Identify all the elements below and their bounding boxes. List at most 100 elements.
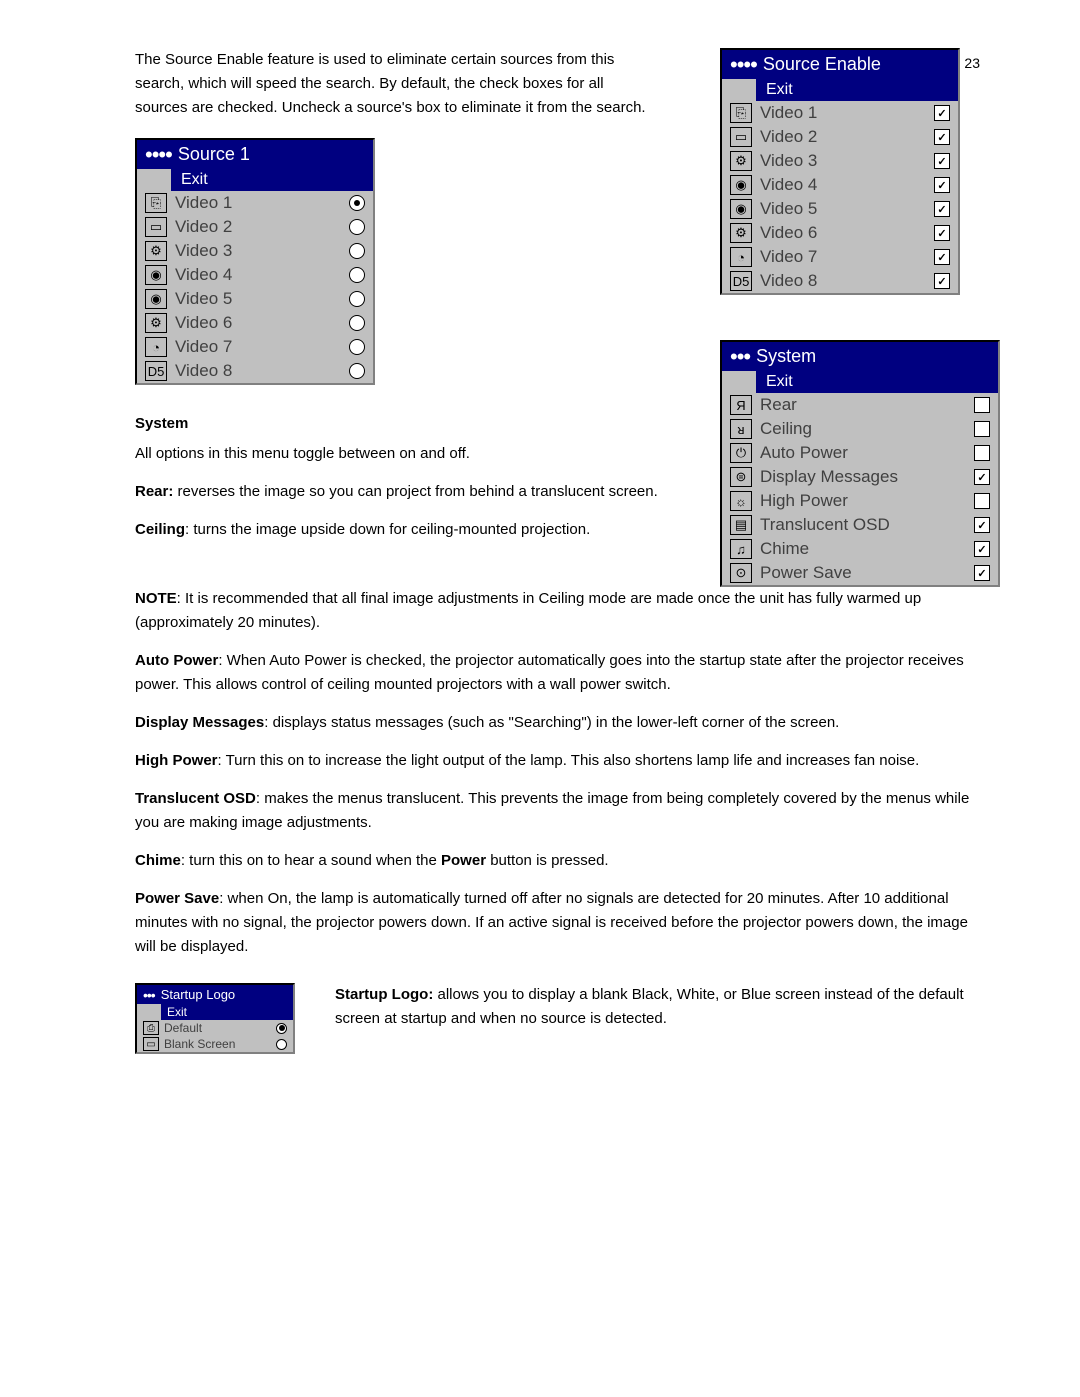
checkbox-control[interactable] (934, 225, 950, 241)
checkbox-control[interactable] (934, 249, 950, 265)
startup-logo-menu: ••• Startup Logo Exit ⎙Default▭Blank Scr… (135, 983, 295, 1054)
menu-item[interactable]: ⎙Default (137, 1020, 293, 1036)
dots-icon: •••• (145, 150, 172, 160)
item-label: Video 7 (760, 247, 926, 267)
radio-control[interactable] (349, 363, 365, 379)
item-icon: ᴚ (730, 419, 752, 439)
chime-paragraph: Chime: turn this on to hear a sound when… (135, 849, 980, 873)
item-label: Video 8 (175, 361, 341, 381)
checkbox-control[interactable] (974, 541, 990, 557)
menu-item[interactable]: ⊜ Display Messages (722, 465, 998, 489)
source1-exit[interactable]: Exit (171, 169, 373, 191)
checkbox-control[interactable] (934, 105, 950, 121)
menu-item[interactable]: ⊙Power Save (722, 561, 998, 585)
radio-control[interactable] (349, 243, 365, 259)
rear-label: Rear: (135, 483, 173, 500)
highpower-paragraph: High Power: Turn this on to increase the… (135, 749, 980, 773)
menu-item[interactable]: ⎘ Video 1 (137, 191, 373, 215)
autopower-paragraph: Auto Power: When Auto Power is checked, … (135, 649, 980, 697)
item-icon: ⊜ (730, 467, 752, 487)
checkbox-control[interactable] (934, 273, 950, 289)
radio-control[interactable] (349, 219, 365, 235)
item-label: Video 5 (175, 289, 341, 309)
system-heading: System (135, 415, 660, 432)
checkbox-control[interactable] (974, 421, 990, 437)
checkbox-control[interactable] (974, 445, 990, 461)
menu-item[interactable]: ⏻Auto Power (722, 441, 998, 465)
radio-control[interactable] (349, 267, 365, 283)
startup-logo-title: ••• Startup Logo (137, 985, 293, 1004)
menu-item[interactable]: ☼High Power (722, 489, 998, 513)
item-icon: D5 (145, 361, 167, 381)
item-icon: ⊙ (730, 563, 752, 583)
item-label: Video 8 (760, 271, 926, 291)
item-icon: ◉ (730, 175, 752, 195)
radio-control[interactable] (276, 1023, 287, 1034)
menu-item[interactable]: ⚙Video 3 (137, 239, 373, 263)
menu-item[interactable]: ⚙Video 6 (137, 311, 373, 335)
menu-item[interactable]: ◔Video 7 (137, 335, 373, 359)
menu-item[interactable]: ◔Video 7 (722, 245, 958, 269)
checkbox-control[interactable] (934, 177, 950, 193)
item-label: Video 1 (175, 193, 341, 213)
checkbox-control[interactable] (934, 129, 950, 145)
item-icon: ▤ (730, 515, 752, 535)
item-icon: Я (730, 395, 752, 415)
menu-item[interactable]: ▭Video 2 (722, 125, 958, 149)
item-label: Video 4 (760, 175, 926, 195)
checkbox-control[interactable] (974, 397, 990, 413)
startup-logo-exit[interactable]: Exit (161, 1004, 293, 1020)
item-label: Translucent OSD (760, 515, 966, 535)
radio-control[interactable] (276, 1039, 287, 1050)
item-icon: ⚙ (730, 223, 752, 243)
menu-item[interactable]: ЯRear (722, 393, 998, 417)
menu-item[interactable]: ◉ Video 5 (137, 287, 373, 311)
source-enable-title: •••• Source Enable (722, 50, 958, 79)
radio-control[interactable] (349, 291, 365, 307)
radio-control[interactable] (349, 195, 365, 211)
checkbox-control[interactable] (974, 469, 990, 485)
item-label: High Power (760, 491, 966, 511)
system-menu-exit[interactable]: Exit (756, 371, 998, 393)
item-label: Video 2 (760, 127, 926, 147)
menu-item[interactable]: ◉Video 5 (722, 197, 958, 221)
item-label: Blank Screen (164, 1037, 271, 1051)
rear-paragraph: Rear: reverses the image so you can proj… (135, 480, 660, 504)
radio-control[interactable] (349, 315, 365, 331)
menu-item[interactable]: ⚙Video 3 (722, 149, 958, 173)
menu-item[interactable]: ▤ Translucent OSD (722, 513, 998, 537)
checkbox-control[interactable] (974, 565, 990, 581)
menu-item[interactable]: ▭Video 2 (137, 215, 373, 239)
item-label: Video 3 (175, 241, 341, 261)
item-label: Video 4 (175, 265, 341, 285)
intro-paragraph: The Source Enable feature is used to eli… (135, 48, 660, 120)
item-icon: ⚙ (145, 313, 167, 333)
item-label: Auto Power (760, 443, 966, 463)
system-intro: All options in this menu toggle between … (135, 442, 660, 466)
menu-item[interactable]: ᴚCeiling (722, 417, 998, 441)
item-icon: ◉ (145, 289, 167, 309)
menu-item[interactable]: D5 Video 8 (722, 269, 958, 293)
item-label: Display Messages (760, 467, 966, 487)
menu-item[interactable]: ◉ Video 4 (722, 173, 958, 197)
item-icon: ⎘ (145, 193, 167, 213)
menu-item[interactable]: ⎘Video 1 (722, 101, 958, 125)
checkbox-control[interactable] (934, 153, 950, 169)
radio-control[interactable] (349, 339, 365, 355)
menu-item[interactable]: ▭Blank Screen (137, 1036, 293, 1052)
source1-title-text: Source 1 (178, 144, 250, 165)
checkbox-control[interactable] (974, 517, 990, 533)
menu-item[interactable]: ⚙Video 6 (722, 221, 958, 245)
item-label: Video 5 (760, 199, 926, 219)
checkbox-control[interactable] (974, 493, 990, 509)
menu-item[interactable]: D5 Video 8 (137, 359, 373, 383)
item-icon: ⎘ (730, 103, 752, 123)
system-menu: ••• System Exit ЯRearᴚCeiling⏻Auto Power… (720, 340, 1000, 587)
menu-item[interactable]: ♫Chime (722, 537, 998, 561)
item-icon: D5 (730, 271, 752, 291)
checkbox-control[interactable] (934, 201, 950, 217)
menu-item[interactable]: ◉Video 4 (137, 263, 373, 287)
source-enable-exit[interactable]: Exit (756, 79, 958, 101)
powersave-paragraph: Power Save: when On, the lamp is automat… (135, 887, 980, 959)
dots-icon: ••• (730, 352, 750, 362)
